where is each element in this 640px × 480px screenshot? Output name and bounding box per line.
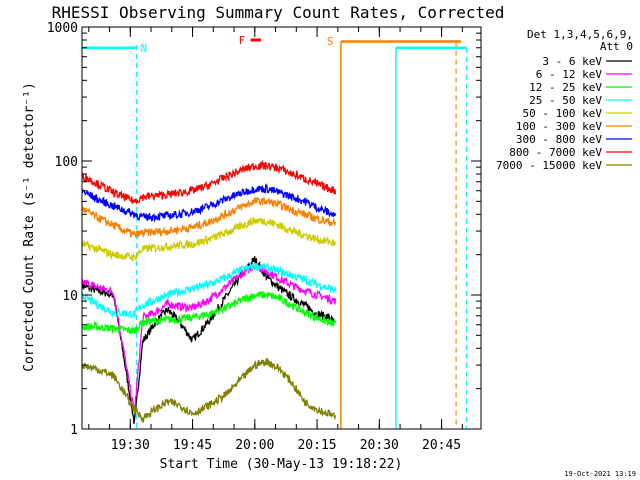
legend-label: 800 - 7000 keV	[509, 146, 602, 159]
series-line-6-12-kev	[82, 263, 337, 415]
y-tick-label: 1000	[47, 21, 78, 36]
series-line-800-7000-kev	[82, 159, 337, 204]
series-line-300-800-kev	[82, 182, 337, 223]
legend-header: Det 1,3,4,5,6,9,	[527, 28, 633, 41]
x-tick-label: 20:30	[360, 438, 399, 453]
event-markers: NSF	[141, 34, 334, 55]
y-tick-label: 1	[70, 423, 78, 438]
observing-bands	[82, 40, 468, 429]
series-line-25-50-kev	[82, 261, 337, 320]
y-axis-ticks: 1 10 100 1000	[47, 21, 481, 438]
x-tick-label: 19:45	[173, 438, 212, 453]
series-line-7000-15000-kev	[82, 358, 337, 423]
flare-marker-label: F	[239, 34, 246, 47]
plot-frame	[81, 26, 482, 430]
y-tick-label: 100	[55, 155, 78, 170]
series-line-100-300-kev	[82, 196, 337, 239]
x-tick-label: 20:45	[422, 438, 461, 453]
series-line-3-6-kev	[82, 256, 337, 424]
legend-label: 100 - 300 keV	[516, 120, 602, 133]
x-tick-label: 19:30	[111, 438, 150, 453]
legend-label: 12 - 25 keV	[529, 81, 602, 94]
legend-label: 50 - 100 keV	[523, 107, 603, 120]
y-tick-label: 10	[62, 289, 78, 304]
legend-label: 3 - 6 keV	[542, 55, 602, 68]
x-axis-label: Start Time (30-May-13 19:18:22)	[160, 457, 403, 472]
x-axis-ticks: 19:30 19:45 20:00 20:15 20:30 20:45	[88, 27, 463, 453]
timestamp: 19-Oct-2021 13:19	[564, 470, 636, 478]
series-line-12-25-kev	[82, 291, 336, 336]
saa-marker-label: S	[327, 35, 334, 48]
series-lines	[82, 159, 337, 424]
legend-header: Att 0	[600, 40, 633, 53]
legend-label: 25 - 50 keV	[529, 94, 602, 107]
series-line-50-100-kev	[82, 216, 337, 262]
y-axis-label: Corrected Count Rate (s⁻¹ detector⁻¹)	[22, 82, 37, 372]
legend-label: 6 - 12 keV	[536, 68, 603, 81]
x-tick-label: 20:15	[297, 438, 336, 453]
chart-title: RHESSI Observing Summary Count Rates, Co…	[52, 3, 505, 22]
legend-label: 300 - 800 keV	[516, 133, 602, 146]
night-marker-label: N	[141, 42, 148, 55]
x-tick-label: 20:00	[235, 438, 274, 453]
legend-label: 7000 - 15000 keV	[496, 159, 602, 172]
